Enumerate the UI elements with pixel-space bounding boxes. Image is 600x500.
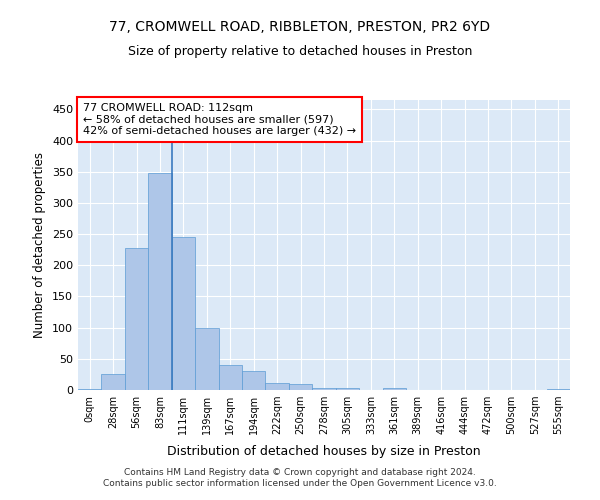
Bar [242, 372, 265, 390]
Bar [383, 388, 406, 390]
Text: 77 CROMWELL ROAD: 112sqm
← 58% of detached houses are smaller (597)
42% of semi-: 77 CROMWELL ROAD: 112sqm ← 58% of detach… [83, 103, 356, 136]
Bar [218, 365, 242, 390]
Bar [336, 388, 359, 390]
Y-axis label: Number of detached properties: Number of detached properties [34, 152, 46, 338]
Bar [172, 236, 195, 390]
Bar [289, 384, 312, 390]
Text: Size of property relative to detached houses in Preston: Size of property relative to detached ho… [128, 45, 472, 58]
Bar [547, 389, 570, 390]
Bar [195, 328, 218, 390]
Bar [78, 389, 101, 390]
Text: 77, CROMWELL ROAD, RIBBLETON, PRESTON, PR2 6YD: 77, CROMWELL ROAD, RIBBLETON, PRESTON, P… [109, 20, 491, 34]
Bar [148, 173, 172, 390]
Text: Contains HM Land Registry data © Crown copyright and database right 2024.
Contai: Contains HM Land Registry data © Crown c… [103, 468, 497, 487]
X-axis label: Distribution of detached houses by size in Preston: Distribution of detached houses by size … [167, 446, 481, 458]
Bar [125, 248, 148, 390]
Bar [101, 374, 125, 390]
Bar [265, 382, 289, 390]
Bar [312, 388, 336, 390]
